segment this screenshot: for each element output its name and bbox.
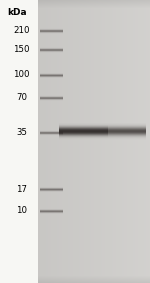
Text: 70: 70 [16,93,27,102]
Text: 100: 100 [14,70,30,80]
Text: 35: 35 [16,128,27,137]
Text: 10: 10 [16,206,27,215]
Text: 150: 150 [14,45,30,54]
Text: 210: 210 [14,26,30,35]
Text: 17: 17 [16,185,27,194]
Text: kDa: kDa [8,8,27,17]
